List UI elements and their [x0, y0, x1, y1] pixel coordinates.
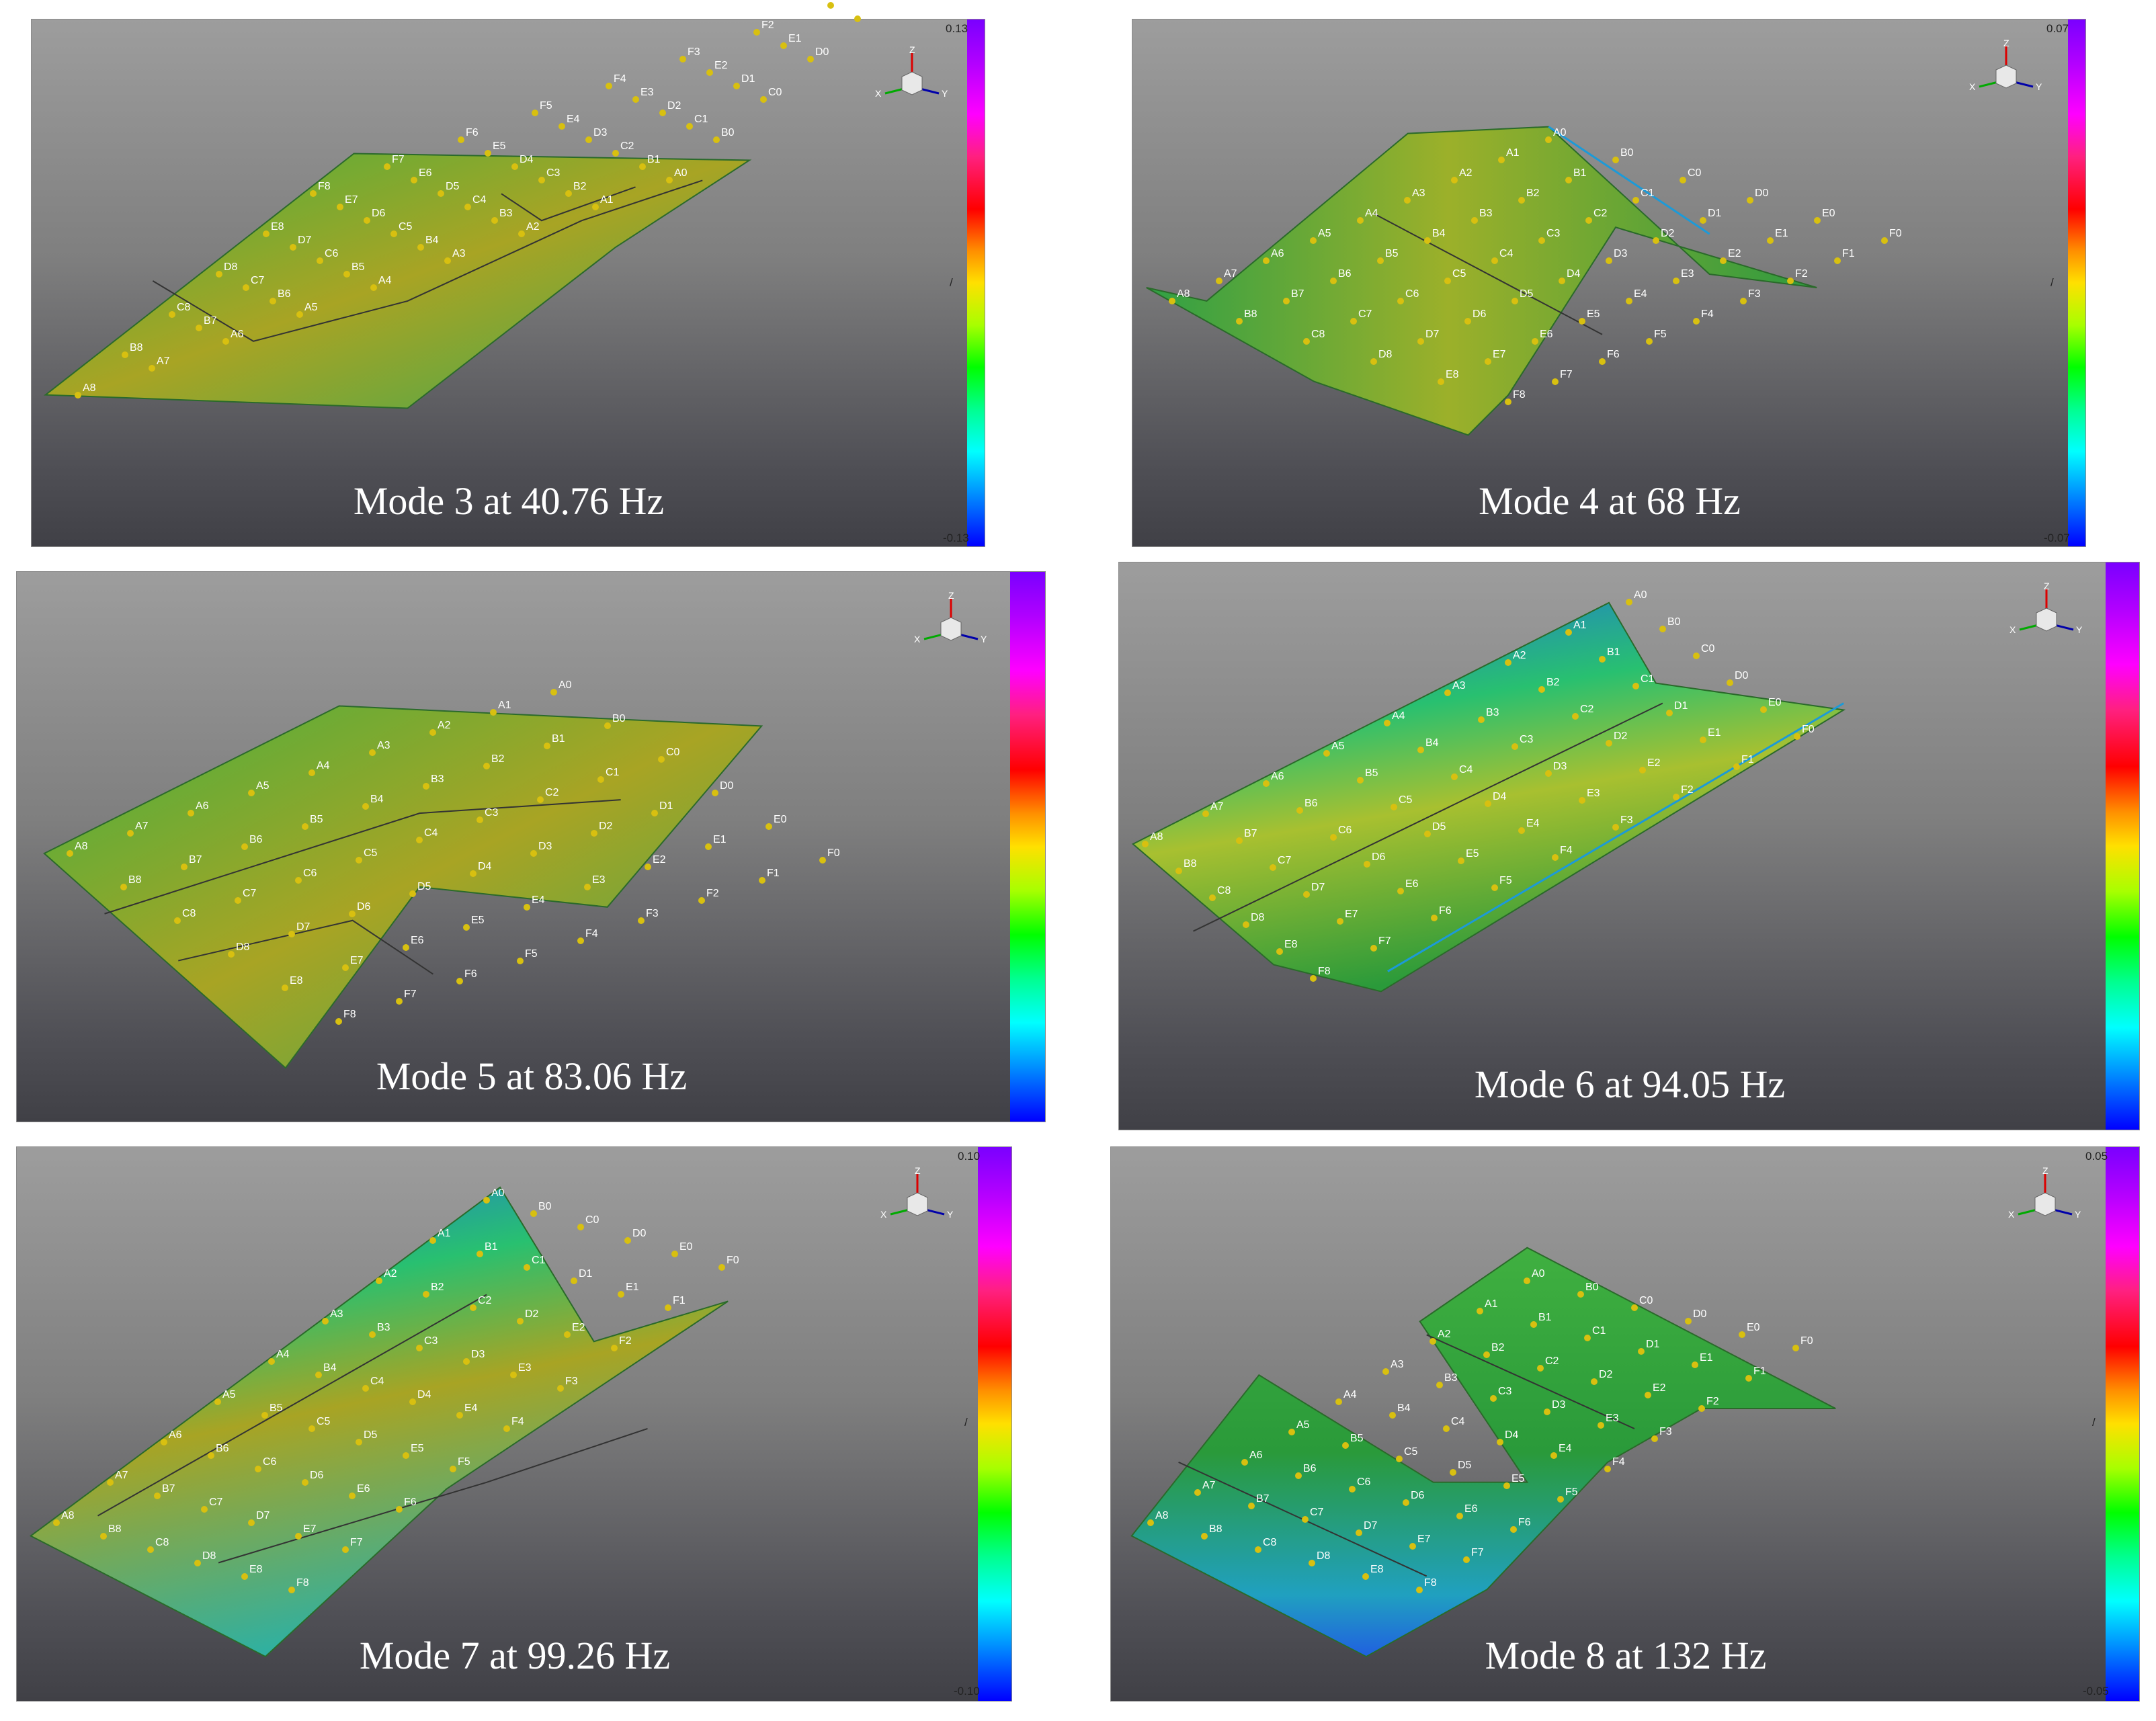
mode-3-mesh	[43, 153, 752, 409]
y-axis-label: Y	[2075, 1209, 2081, 1220]
mode-8-mesh	[1130, 1247, 1836, 1658]
mode-7-mesh	[29, 1186, 729, 1658]
colorbar-mid-label: /	[2050, 276, 2054, 289]
deformed-plate	[1146, 126, 1817, 436]
colorbar	[2106, 1147, 2139, 1701]
node-label: F1	[835, 0, 848, 4]
mode-5-panel: Z X Y Mode 5 at 83.06 Hz	[16, 571, 1046, 1122]
deformed-plate	[43, 705, 763, 1069]
nodal-line	[1193, 702, 1663, 932]
mode-7-panel: Z X Y 0.10 / -0.10 Mode 7 at 99.26 Hz	[16, 1146, 1012, 1702]
colorbar	[2106, 562, 2139, 1130]
colorbar-mid-label: /	[950, 276, 953, 289]
y-axis-label: Y	[2036, 81, 2042, 92]
z-axis-label: Z	[2003, 40, 2009, 48]
axis-cube-icon: Z X Y	[914, 590, 987, 644]
mode-caption: Mode 8 at 132 Hz	[1485, 1634, 1767, 1677]
nodal-line	[97, 1294, 487, 1517]
axis-cube-icon: Z X Y	[1969, 38, 2042, 92]
x-axis-label: X	[914, 634, 921, 644]
colorbar-mid-label: /	[2092, 1416, 2096, 1429]
colorbar-max-label: 0.05	[2085, 1150, 2108, 1163]
colorbar-min-label: -0.10	[954, 1685, 980, 1697]
mode-6-panel: Z X Y Mode 6 at 94.05 Hz	[1118, 562, 2140, 1130]
x-axis-label: X	[880, 1209, 887, 1220]
x-axis-label: X	[1969, 81, 1976, 92]
y-axis-label: Y	[942, 88, 948, 99]
colorbar-min-label: -0.13	[943, 532, 969, 544]
mode-4-mesh	[1146, 126, 1817, 436]
colorbar-min-label: -0.05	[2083, 1685, 2109, 1697]
mode-caption: Mode 4 at 68 Hz	[1479, 479, 1741, 523]
nodal-line	[1374, 213, 1603, 335]
mode-6-mesh	[1131, 601, 1846, 993]
x-axis-label: X	[2008, 1209, 2015, 1220]
z-axis-label: Z	[915, 1167, 921, 1176]
colorbar-min-label: -0.07	[2044, 532, 2070, 544]
nodal-line	[152, 179, 703, 342]
mode-8-panel: Z X Y 0.05 / -0.05 Mode 8 at 132 Hz	[1110, 1146, 2140, 1702]
colorbar-max-label: 0.07	[2046, 22, 2069, 35]
axis-triad: Z X Y	[877, 1165, 958, 1241]
nodal-line	[104, 799, 621, 915]
axis-cube-icon: Z X Y	[875, 44, 948, 99]
x-axis-label: X	[875, 88, 882, 99]
colorbar	[967, 19, 985, 546]
z-axis-label: Z	[2042, 1167, 2048, 1176]
nodal-line	[1426, 1334, 1635, 1429]
colorbar-max-label: 0.13	[946, 22, 968, 35]
axis-triad: Z X Y	[1966, 38, 2046, 114]
colorbar	[978, 1147, 1011, 1701]
colorbar	[1010, 572, 1045, 1122]
mode-caption: Mode 6 at 94.05 Hz	[1474, 1062, 1786, 1106]
edge-line	[1548, 126, 1710, 235]
y-axis-label: Y	[2076, 624, 2083, 635]
z-axis-label: Z	[948, 592, 954, 601]
nodal-line	[501, 186, 636, 222]
mode-caption: Mode 3 at 40.76 Hz	[353, 479, 665, 523]
mode-caption: Mode 7 at 99.26 Hz	[359, 1634, 671, 1677]
colorbar-mid-label: /	[964, 1416, 968, 1429]
edge-line	[1387, 702, 1845, 972]
mode-4-panel: Z X Y 0.07 / -0.07 Mode 4 at 68 Hz	[1132, 19, 2086, 547]
mode-caption: Mode 5 at 83.06 Hz	[376, 1054, 688, 1098]
z-axis-label: Z	[909, 46, 915, 55]
nodal-line	[178, 919, 433, 975]
axis-triad: Z X Y	[911, 590, 991, 666]
axis-cube-icon: Z X Y	[2009, 581, 2083, 635]
colorbar-max-label: 0.10	[958, 1150, 981, 1163]
axis-cube-icon: Z X Y	[880, 1165, 954, 1220]
axis-cube-icon: Z X Y	[2008, 1165, 2081, 1220]
axis-triad: Z X Y	[2006, 581, 2087, 657]
mode-3-panel: Z X Y 0.13 / -0.13 Mode 3 at 40.76 Hz	[31, 19, 985, 547]
y-axis-label: Y	[981, 634, 987, 644]
deformed-plate	[29, 1186, 729, 1658]
axis-triad: Z X Y	[872, 44, 952, 120]
axis-triad: Z X Y	[2005, 1165, 2085, 1241]
colorbar	[2068, 19, 2085, 546]
node-marker	[827, 2, 834, 9]
y-axis-label: Y	[947, 1209, 954, 1220]
x-axis-label: X	[2009, 624, 2016, 635]
deformed-plate	[43, 153, 752, 409]
node-label: E0	[862, 6, 876, 17]
mode-5-mesh	[43, 705, 763, 1069]
deformed-plate	[1130, 1247, 1836, 1658]
deformed-plate	[1131, 601, 1846, 993]
z-axis-label: Z	[2044, 583, 2050, 591]
nodal-line	[218, 1428, 648, 1564]
